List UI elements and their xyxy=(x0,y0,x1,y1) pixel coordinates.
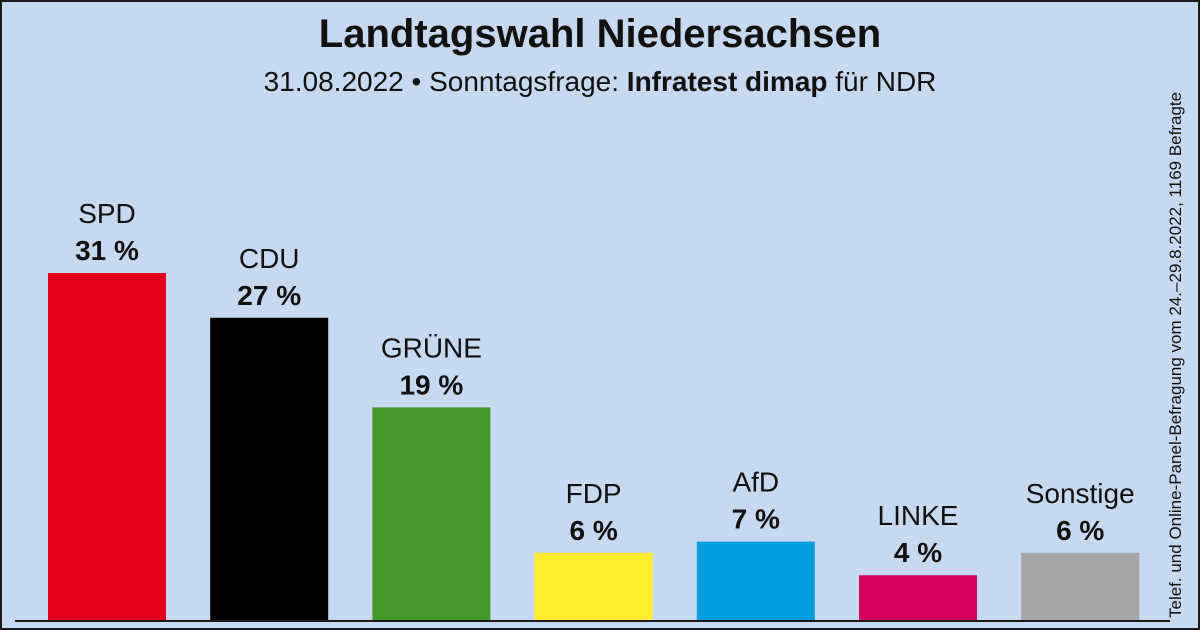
value-label-linke: 4 % xyxy=(894,537,942,568)
category-label-linke: LINKE xyxy=(878,500,959,531)
value-label-afd: 7 % xyxy=(732,504,780,535)
subtitle-institute: Infratest dimap xyxy=(626,66,828,97)
category-label-fdp: FDP xyxy=(566,478,622,509)
bar-cdu xyxy=(210,317,329,620)
subtitle-date-label: 31.08.2022 • Sonntagsfrage: xyxy=(263,66,620,97)
value-label-spd: 31 % xyxy=(75,235,139,266)
bar-linke xyxy=(859,575,977,620)
category-label-cdu: CDU xyxy=(239,243,300,274)
category-label-gruene: GRÜNE xyxy=(381,332,482,363)
subtitle-client: für NDR xyxy=(835,66,937,97)
category-label-spd: SPD xyxy=(78,198,136,229)
value-label-cdu: 27 % xyxy=(237,280,301,311)
bar-fdp xyxy=(534,552,653,620)
bar-afd xyxy=(696,541,815,620)
category-label-sonstige: Sonstige xyxy=(1026,478,1135,509)
bar-group: 31 % SPD 27 % CDU 19 % GRÜNE 6 % FDP 7 % AfD 4 % LI… xyxy=(48,198,1140,620)
value-label-sonstige: 6 % xyxy=(1056,515,1104,546)
value-label-fdp: 6 % xyxy=(569,515,617,546)
chart-subtitle: 31.08.2022 • Sonntagsfrage: Infratest di… xyxy=(0,66,1200,98)
chart-title: Landtagswahl Niedersachsen xyxy=(318,12,882,56)
bar-spd xyxy=(48,273,166,620)
bar-sonstige xyxy=(1021,552,1140,620)
category-label-afd: AfD xyxy=(732,467,779,498)
value-label-gruene: 19 % xyxy=(399,369,463,400)
bar-gruene xyxy=(372,407,491,620)
